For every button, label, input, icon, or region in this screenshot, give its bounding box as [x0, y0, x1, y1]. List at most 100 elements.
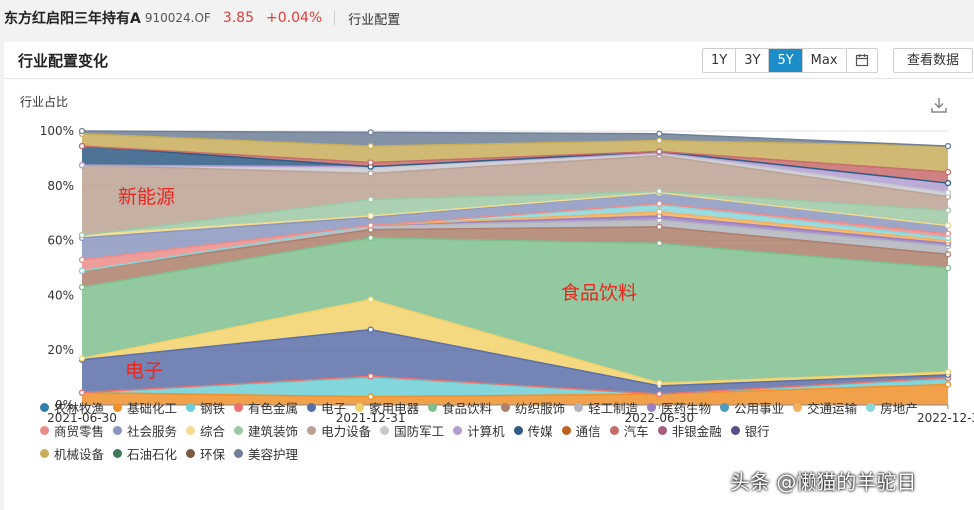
legend-item[interactable]: 非银金融	[657, 421, 722, 440]
legend-item[interactable]: 综合	[186, 421, 225, 440]
legend-item[interactable]: 轻工制造	[574, 398, 638, 417]
legend-label: 计算机	[467, 424, 505, 439]
legend-swatch	[40, 449, 49, 458]
panel-divider	[4, 78, 974, 79]
y-tick-label: 100%	[40, 124, 74, 138]
legend-item[interactable]: 通信	[561, 421, 601, 440]
fund-name: 东方红启阳三年持有A	[4, 11, 141, 27]
line-建筑装饰	[81, 190, 949, 236]
legend-swatch	[866, 403, 876, 412]
x-tick-label: 2021-06-30	[47, 411, 117, 425]
legend-item[interactable]: 机械设备	[40, 444, 104, 463]
legend-item[interactable]: 钢铁	[186, 398, 225, 417]
legend-item[interactable]: 基础化工	[113, 398, 177, 417]
legend-swatch	[730, 426, 740, 435]
point-美容护理	[367, 129, 374, 136]
legend-swatch	[720, 403, 730, 412]
legend-item[interactable]: 纺织服饰	[501, 398, 565, 417]
header-divider	[334, 11, 336, 25]
legend-item[interactable]: 家用电器	[355, 398, 419, 417]
legend-swatch	[40, 403, 49, 412]
point-汽车	[78, 142, 86, 150]
legend-swatch	[113, 426, 123, 435]
point-综合	[944, 222, 952, 229]
range-max-button[interactable]: Max	[802, 49, 847, 72]
annotation-new-energy: 新能源	[118, 186, 175, 208]
legend-item[interactable]: 有色金属	[234, 398, 298, 417]
legend-label: 纺织服饰	[515, 401, 566, 416]
legend-item[interactable]: 农林牧渔	[40, 398, 104, 417]
view-data-button[interactable]: 查看数据	[893, 48, 973, 73]
legend-item[interactable]: 环保	[186, 444, 225, 463]
point-家用电器	[367, 296, 374, 303]
legend-item[interactable]: 电子	[307, 398, 346, 417]
range-1y-button[interactable]: 1Y	[703, 49, 737, 72]
legend-item[interactable]: 美容护理	[234, 444, 298, 463]
legend-item[interactable]: 公用事业	[720, 398, 784, 417]
calendar-icon	[855, 54, 868, 67]
legend-swatch	[307, 403, 317, 412]
point-家用电器	[656, 379, 663, 387]
legend-item[interactable]: 银行	[730, 421, 770, 440]
legend-label: 非银金融	[671, 424, 722, 439]
legend-swatch	[561, 426, 571, 435]
point-有色金属	[656, 390, 663, 398]
legend-item[interactable]: 国防军工	[380, 421, 444, 440]
legend-item[interactable]: 计算机	[453, 421, 505, 440]
legend-row: 商贸零售 社会服务 综合 建筑装饰 电力设备 国防军工 计算机 传媒 通信 汽车 非银金融 银行	[40, 419, 960, 442]
legend-label: 商贸零售	[54, 424, 105, 439]
point-房地产	[78, 267, 86, 274]
section-tab[interactable]: 行业配置	[348, 12, 401, 28]
legend-swatch	[453, 426, 463, 435]
legend-label: 农林牧渔	[54, 401, 105, 416]
point-建筑装饰	[944, 207, 952, 214]
area-钢铁	[82, 377, 948, 397]
point-美容护理	[944, 142, 952, 150]
legend-item[interactable]: 房地产	[866, 398, 918, 417]
calendar-button[interactable]	[846, 49, 877, 72]
point-电子	[367, 326, 374, 333]
legend-label: 建筑装饰	[248, 424, 299, 439]
area-基础化工	[82, 384, 948, 405]
legend-label: 汽车	[623, 424, 649, 439]
legend-label: 基础化工	[127, 401, 178, 416]
legend-swatch	[513, 426, 523, 435]
legend-label: 公用事业	[734, 401, 785, 416]
y-axis-title: 行业占比	[20, 95, 69, 109]
download-icon[interactable]	[930, 96, 948, 114]
legend-swatch	[501, 403, 511, 412]
legend-item[interactable]: 石油石化	[113, 444, 177, 463]
point-商贸零售	[656, 200, 663, 207]
legend-item[interactable]: 汽车	[609, 421, 649, 440]
area-家用电器	[82, 299, 948, 386]
point-食品饮料	[656, 240, 663, 247]
y-tick-label: 20%	[47, 343, 74, 357]
legend-label: 食品饮料	[442, 401, 493, 416]
legend-item[interactable]: 传媒	[513, 421, 553, 440]
line-纺织服饰	[81, 226, 949, 272]
legend-item[interactable]: 交通运输	[793, 398, 857, 417]
legend-label: 钢铁	[200, 401, 226, 416]
legend-label: 轻工制造	[588, 401, 639, 416]
legend-label: 美容护理	[248, 447, 299, 462]
legend-swatch	[657, 426, 667, 435]
legend-item[interactable]: 医药生物	[647, 398, 711, 417]
point-建筑装饰	[367, 196, 374, 203]
legend-item[interactable]: 商贸零售	[40, 421, 104, 440]
legend-label: 传媒	[527, 424, 553, 439]
legend-item[interactable]: 建筑装饰	[234, 421, 298, 440]
legend-label: 电力设备	[321, 424, 372, 439]
legend-item[interactable]: 社会服务	[113, 421, 177, 440]
legend-item[interactable]: 食品饮料	[428, 398, 492, 417]
point-食品饮料	[944, 264, 952, 272]
annotation-electronics: 电子	[125, 360, 163, 382]
point-有色金属	[367, 373, 374, 380]
legend-label: 通信	[575, 424, 601, 439]
line-综合	[81, 191, 949, 236]
fund-change: +0.04%	[266, 10, 323, 26]
legend-item[interactable]: 电力设备	[307, 421, 371, 440]
range-5y-button[interactable]: 5Y	[769, 49, 803, 72]
point-商贸零售	[367, 222, 374, 229]
range-3y-button[interactable]: 3Y	[736, 49, 770, 72]
line-美容护理	[81, 130, 949, 147]
